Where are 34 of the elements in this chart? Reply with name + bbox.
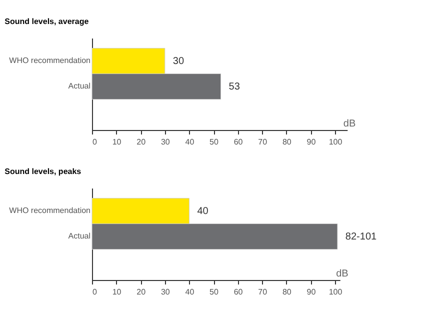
x-tick-label: 90: [306, 138, 316, 146]
data-label: 53: [228, 82, 240, 93]
x-tick-label: 100: [328, 288, 343, 296]
x-tick-label: 60: [234, 138, 244, 146]
x-tick-label: 20: [136, 288, 146, 296]
data-label: 82-101: [345, 232, 378, 243]
x-tick-label: 60: [234, 288, 244, 296]
x-axis-title: dB: [336, 268, 349, 280]
y-tick-label: WHO recommendation: [9, 206, 90, 215]
x-tick-label: 90: [306, 288, 316, 296]
x-tick-label: 10: [112, 288, 122, 296]
data-label: 30: [172, 56, 184, 67]
x-tick-label: 70: [258, 138, 268, 146]
x-tick-label: 50: [210, 288, 219, 296]
y-tick-label: WHO recommendation: [9, 56, 90, 65]
y-tick-label: Actual: [68, 232, 91, 241]
x-tick-label: 80: [282, 138, 292, 146]
x-axis-title: dB: [343, 118, 356, 130]
x-tick-label: 0: [92, 288, 98, 296]
chart-title: Sound levels, peaks: [4, 167, 82, 176]
x-tick-label: 10: [112, 138, 122, 146]
x-tick-label: 20: [136, 138, 146, 146]
x-tick-label: 30: [160, 138, 170, 146]
x-tick-label: 40: [185, 138, 195, 146]
x-tick-label: 40: [185, 288, 195, 296]
chart-title: Sound levels, average: [4, 17, 90, 26]
y-tick-label: Actual: [68, 82, 91, 91]
x-tick-label: 50: [210, 138, 219, 146]
data-label: 40: [197, 206, 209, 217]
x-tick-label: 100: [328, 138, 343, 146]
x-tick-label: 0: [92, 138, 98, 146]
x-tick-label: 80: [282, 288, 292, 296]
x-tick-label: 70: [258, 288, 268, 296]
x-tick-label: 30: [160, 288, 170, 296]
